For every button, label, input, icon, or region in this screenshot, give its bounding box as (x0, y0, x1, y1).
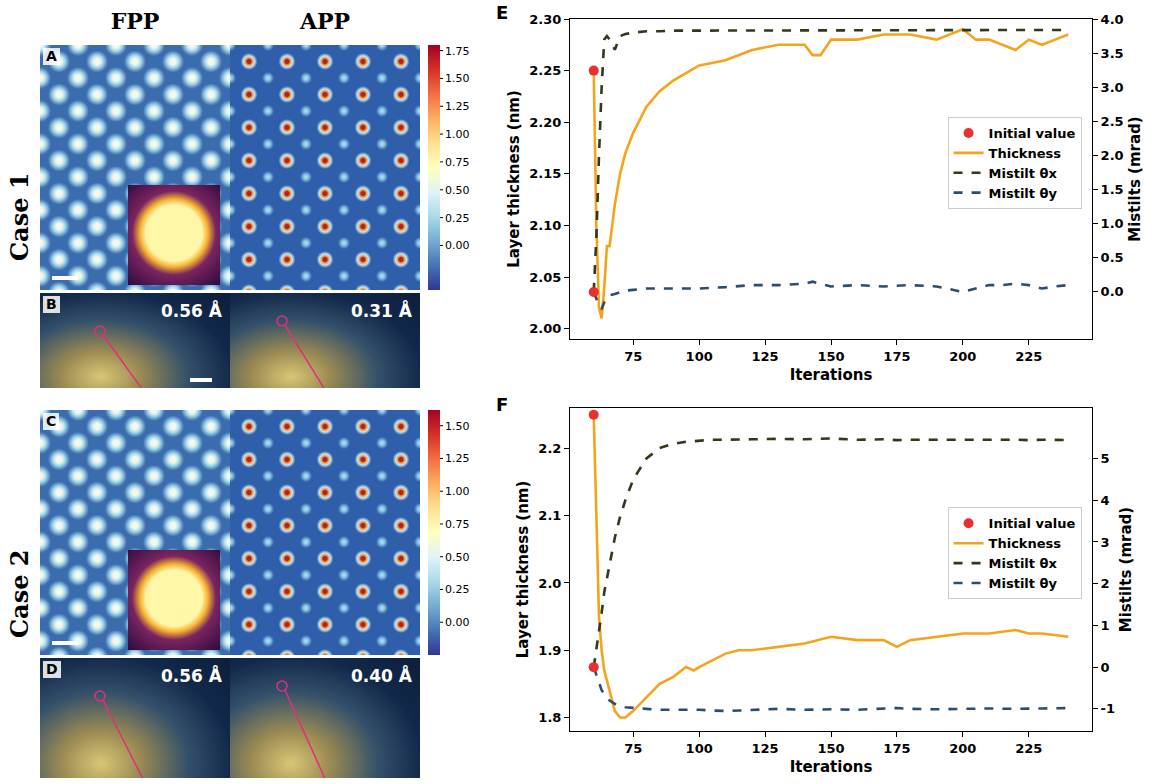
svg-text:75: 75 (624, 349, 642, 364)
svg-text:4.0: 4.0 (1101, 12, 1124, 27)
svg-text:0.50: 0.50 (445, 551, 470, 564)
svg-text:Thickness: Thickness (989, 536, 1062, 551)
html-text:APP: APP (299, 8, 351, 34)
svg-text:2.30: 2.30 (529, 12, 561, 27)
svg-text:Mistilt θy: Mistilt θy (989, 186, 1058, 201)
svg-text:4: 4 (1101, 493, 1110, 508)
svg-text:2.15: 2.15 (529, 166, 561, 181)
svg-text:2: 2 (1101, 576, 1110, 591)
svg-text:Mistilts (mrad): Mistilts (mrad) (1126, 116, 1144, 241)
svg-text:0.25: 0.25 (445, 212, 470, 225)
svg-text:Initial value: Initial value (989, 126, 1076, 141)
svg-text:5: 5 (1101, 451, 1110, 466)
svg-text:-1: -1 (1101, 701, 1115, 716)
html-text:E: E (496, 2, 509, 23)
svg-text:2.10: 2.10 (529, 218, 561, 233)
svg-text:2.25: 2.25 (529, 63, 561, 78)
svg-text:1.00: 1.00 (445, 485, 470, 498)
svg-text:125: 125 (752, 349, 779, 364)
html-text:0.40 Å: 0.40 Å (351, 666, 412, 686)
svg-text:2.0: 2.0 (538, 576, 561, 591)
svg-text:175: 175 (883, 741, 910, 756)
svg-text:0.50: 0.50 (445, 184, 470, 197)
svg-text:Layer thickness (nm): Layer thickness (nm) (514, 481, 532, 659)
html-text:C: C (46, 413, 57, 429)
svg-text:0.25: 0.25 (445, 583, 470, 596)
svg-text:Mistilt θx: Mistilt θx (989, 556, 1058, 571)
svg-text:100: 100 (686, 741, 713, 756)
svg-text:2.05: 2.05 (529, 270, 561, 285)
svg-text:1.75: 1.75 (445, 45, 470, 58)
svg-text:2.20: 2.20 (529, 115, 561, 130)
svg-text:75: 75 (624, 741, 642, 756)
svg-text:Mistilt θx: Mistilt θx (989, 166, 1058, 181)
html-text:B: B (46, 296, 57, 312)
html-text:Case 1: Case 1 (4, 172, 34, 261)
svg-text:1.25: 1.25 (445, 100, 470, 113)
svg-text:3.5: 3.5 (1101, 46, 1124, 61)
svg-text:1.50: 1.50 (445, 420, 470, 433)
svg-text:125: 125 (752, 741, 779, 756)
svg-text:2.1: 2.1 (538, 508, 561, 523)
svg-text:0.5: 0.5 (1101, 250, 1124, 265)
svg-text:225: 225 (1015, 741, 1042, 756)
svg-text:Iterations: Iterations (790, 366, 873, 384)
html-text:0.56 Å: 0.56 Å (161, 666, 222, 686)
svg-text:Mistilt θy: Mistilt θy (989, 576, 1058, 591)
svg-text:2.5: 2.5 (1101, 114, 1124, 129)
html-text:A: A (46, 48, 57, 64)
svg-text:1.50: 1.50 (445, 72, 470, 85)
svg-text:1.25: 1.25 (445, 452, 470, 465)
html-text:FPP: FPP (110, 8, 160, 34)
svg-text:0.0: 0.0 (1101, 284, 1124, 299)
svg-text:Initial value: Initial value (989, 516, 1076, 531)
svg-text:1.0: 1.0 (1101, 216, 1124, 231)
svg-text:200: 200 (949, 349, 976, 364)
svg-text:175: 175 (883, 349, 910, 364)
svg-text:225: 225 (1015, 349, 1042, 364)
html-text:0.31 Å: 0.31 Å (351, 301, 412, 321)
svg-text:2.00: 2.00 (529, 321, 561, 336)
html-text:F: F (496, 394, 509, 415)
svg-text:0.00: 0.00 (445, 239, 470, 252)
svg-text:0.00: 0.00 (445, 616, 470, 629)
html-text:D: D (46, 661, 58, 677)
svg-text:0.75: 0.75 (445, 518, 470, 531)
svg-text:Iterations: Iterations (790, 758, 873, 776)
svg-text:150: 150 (817, 349, 844, 364)
svg-text:1.8: 1.8 (538, 710, 561, 725)
svg-text:Layer thickness (nm): Layer thickness (nm) (505, 90, 523, 268)
svg-text:0.75: 0.75 (445, 156, 470, 169)
svg-text:200: 200 (949, 741, 976, 756)
svg-text:1: 1 (1101, 618, 1110, 633)
svg-text:Thickness: Thickness (989, 146, 1062, 161)
svg-text:3: 3 (1101, 535, 1110, 550)
svg-text:2.2: 2.2 (538, 441, 561, 456)
svg-text:1.9: 1.9 (538, 643, 561, 658)
svg-text:1.5: 1.5 (1101, 182, 1124, 197)
html-text:0.56 Å: 0.56 Å (161, 301, 222, 321)
svg-text:1.00: 1.00 (445, 128, 470, 141)
svg-text:150: 150 (817, 741, 844, 756)
svg-text:3.0: 3.0 (1101, 80, 1124, 95)
svg-text:0: 0 (1101, 660, 1110, 675)
html-text:Case 2: Case 2 (4, 549, 34, 639)
svg-text:2.0: 2.0 (1101, 148, 1124, 163)
svg-text:100: 100 (686, 349, 713, 364)
svg-text:Mistilts (mrad): Mistilts (mrad) (1117, 507, 1135, 632)
